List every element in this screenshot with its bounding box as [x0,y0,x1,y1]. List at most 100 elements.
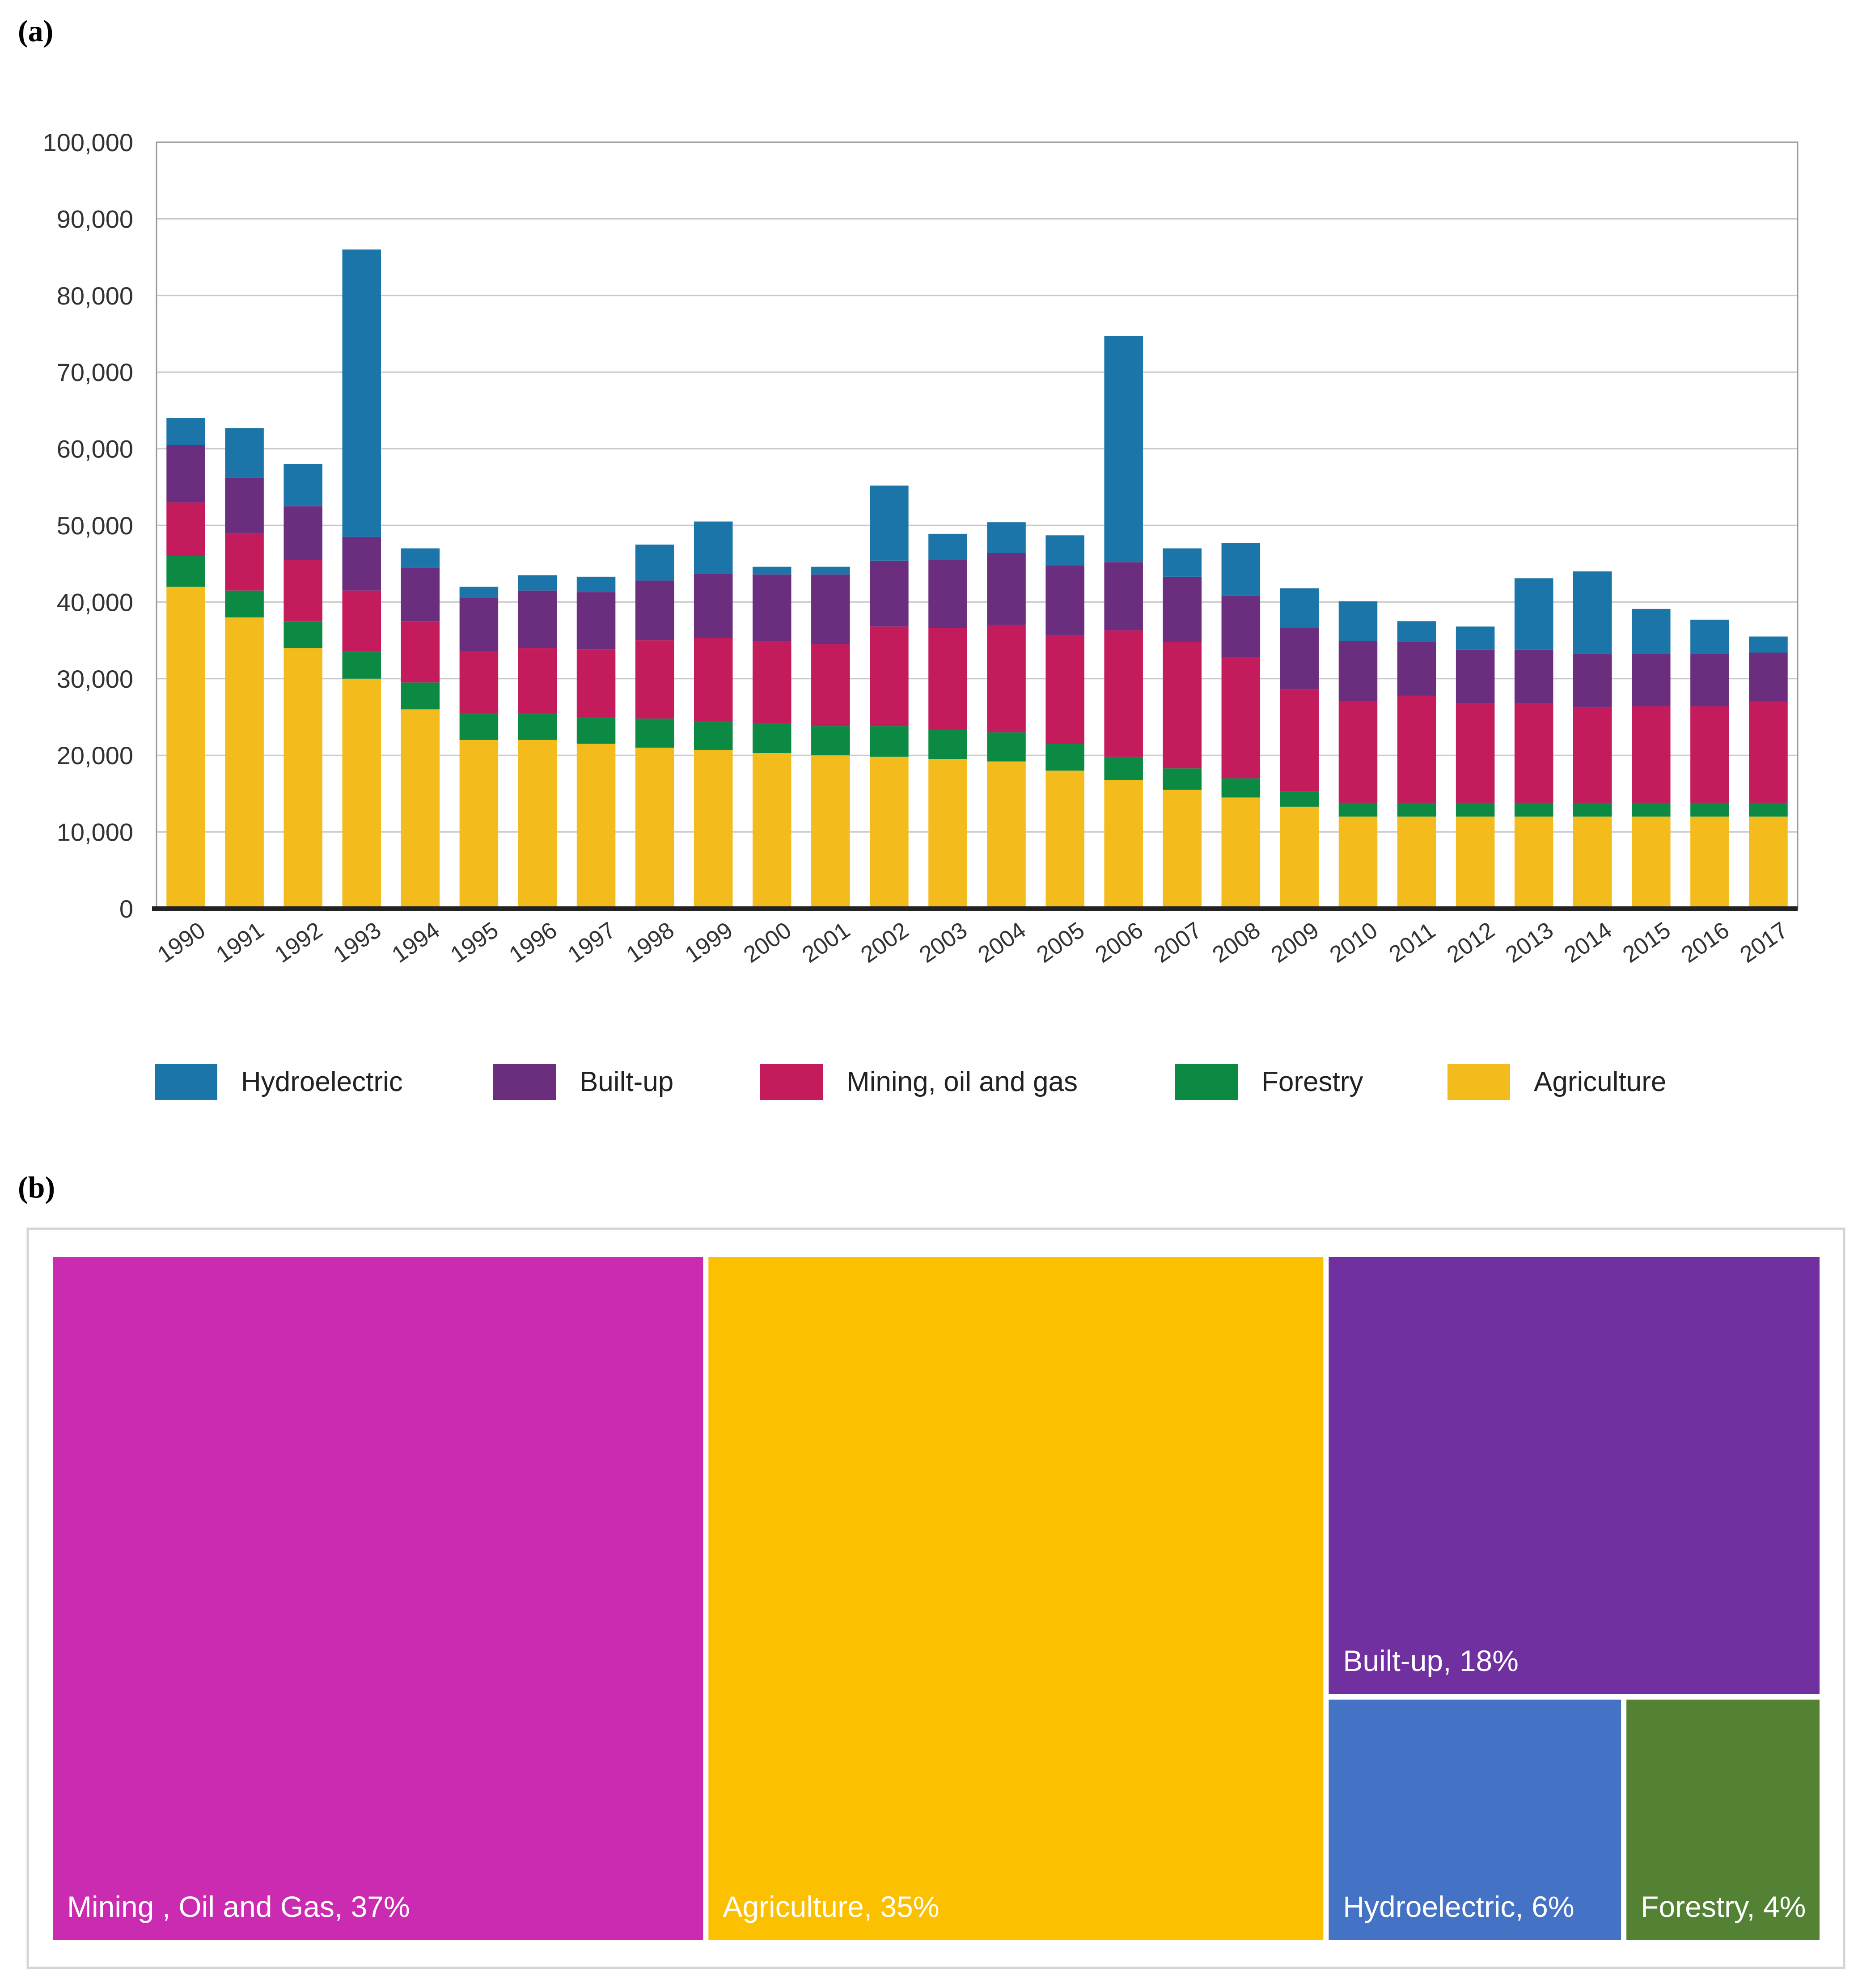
bar-segment-hydroelectric [987,522,1026,553]
treemap-label-mining-oil-and-gas: Mining , Oil and Gas, 37% [67,1890,410,1923]
bar-segment-forestry [811,726,850,756]
x-tick-label: 2010 [1325,917,1382,968]
bar-segment-mining-oil-and-gas [1456,703,1495,803]
y-tick-label: 40,000 [57,588,133,616]
bar-segment-hydroelectric [811,567,850,575]
treemap-label-hydroelectric: Hydroelectric, 6% [1343,1890,1574,1923]
bar-segment-mining-oil-and-gas [1280,689,1319,791]
x-tick-label: 2002 [856,917,914,968]
y-tick-label: 70,000 [57,358,133,386]
bar-segment-agriculture [459,740,499,909]
x-tick-label: 2000 [739,917,796,968]
bar-segment-mining-oil-and-gas [401,621,440,683]
legend-label-built-up: Built-up [580,1066,673,1097]
bar-segment-built-up [401,567,440,622]
legend-label-forestry: Forestry [1261,1066,1363,1097]
bar-segment-built-up [459,598,499,652]
bar-segment-mining-oil-and-gas [1632,706,1671,803]
bar-segment-built-up [284,506,322,560]
bar-segment-mining-oil-and-gas [694,638,733,721]
bar-segment-forestry [1221,778,1261,798]
panel-a-label: (a) [18,14,53,48]
bar-segment-forestry [635,718,674,748]
bar-segment-mining-oil-and-gas [576,649,616,717]
bar-segment-hydroelectric [1514,578,1553,650]
bar-segment-built-up [987,553,1026,625]
bar-segment-hydroelectric [401,548,440,568]
bar-segment-built-up [1045,565,1084,635]
treemap-tile-agriculture [708,1257,1324,1940]
legend-swatch-forestry [1175,1064,1238,1100]
bar-segment-built-up [811,574,850,644]
bar-segment-hydroelectric [1397,621,1436,642]
bar-segment-forestry [518,713,557,740]
bar-segment-agriculture [1690,816,1729,909]
y-tick-label: 20,000 [57,741,133,770]
bar-segment-hydroelectric [225,428,264,478]
bar-segment-mining-oil-and-gas [1338,701,1378,803]
bar-segment-forestry [1338,803,1378,817]
bar-segment-built-up [1163,576,1202,642]
bar-segment-built-up [694,573,733,638]
bar-segment-built-up [576,592,616,650]
bar-segment-built-up [1632,654,1671,706]
bar-segment-forestry [870,726,909,757]
bar-segment-hydroelectric [459,587,499,598]
bar-segment-forestry [401,682,440,710]
bar-segment-forestry [1514,803,1553,817]
bar-segment-mining-oil-and-gas [987,625,1026,732]
treemap-label-forestry: Forestry, 4% [1641,1890,1806,1923]
bar-segment-forestry [225,590,264,618]
legend-swatch-hydroelectric [155,1064,217,1100]
bar-segment-mining-oil-and-gas [284,560,322,622]
bar-segment-built-up [752,574,791,641]
x-tick-label: 1996 [504,917,562,968]
bar-segment-agriculture [811,755,850,909]
bar-segment-forestry [694,721,733,750]
bar-segment-built-up [166,445,205,503]
y-tick-label: 10,000 [57,818,133,846]
bar-segment-agriculture [1104,780,1143,909]
bar-segment-agriculture [1749,816,1788,909]
x-tick-label: 2007 [1149,917,1206,968]
bar-segment-agriculture [1221,797,1261,909]
bar-segment-built-up [1456,649,1495,703]
bar-segment-mining-oil-and-gas [870,626,909,727]
bar-segment-hydroelectric [1749,636,1788,653]
bar-segment-forestry [1280,791,1319,807]
x-tick-label: 2017 [1735,917,1793,968]
bar-segment-mining-oil-and-gas [1397,695,1436,803]
bar-segment-forestry [1163,768,1202,790]
bar-segment-mining-oil-and-gas [1573,707,1612,803]
bar-segment-hydroelectric [752,567,791,575]
bar-segment-forestry [1045,744,1084,771]
bar-segment-agriculture [635,748,674,909]
bar-segment-agriculture [1280,807,1319,909]
bar-segment-mining-oil-and-gas [1221,657,1261,778]
bar-segment-agriculture [1573,816,1612,909]
bar-segment-forestry [459,713,499,740]
x-tick-label: 2015 [1618,917,1676,968]
bar-segment-agriculture [401,709,440,909]
bar-segment-forestry [987,732,1026,761]
bar-segment-hydroelectric [1045,535,1084,566]
y-tick-label: 50,000 [57,512,133,540]
bar-segment-forestry [284,621,322,648]
bar-segment-hydroelectric [1690,619,1729,654]
bar-segment-hydroelectric [518,575,557,591]
bar-segment-mining-oil-and-gas [1690,706,1729,803]
bar-segment-agriculture [1632,816,1671,909]
bar-segment-agriculture [1514,816,1553,909]
bar-segment-forestry [928,730,967,759]
bar-segment-forestry [576,717,616,744]
bar-segment-hydroelectric [1104,336,1143,563]
bar-segment-forestry [1749,803,1788,817]
legend-label-mining-oil-and-gas: Mining, oil and gas [846,1066,1078,1097]
x-tick-label: 2011 [1384,918,1440,968]
bar-segment-forestry [752,723,791,753]
bar-segment-mining-oil-and-gas [752,641,791,724]
bar-segment-built-up [342,537,381,591]
bar-segment-built-up [1690,654,1729,706]
